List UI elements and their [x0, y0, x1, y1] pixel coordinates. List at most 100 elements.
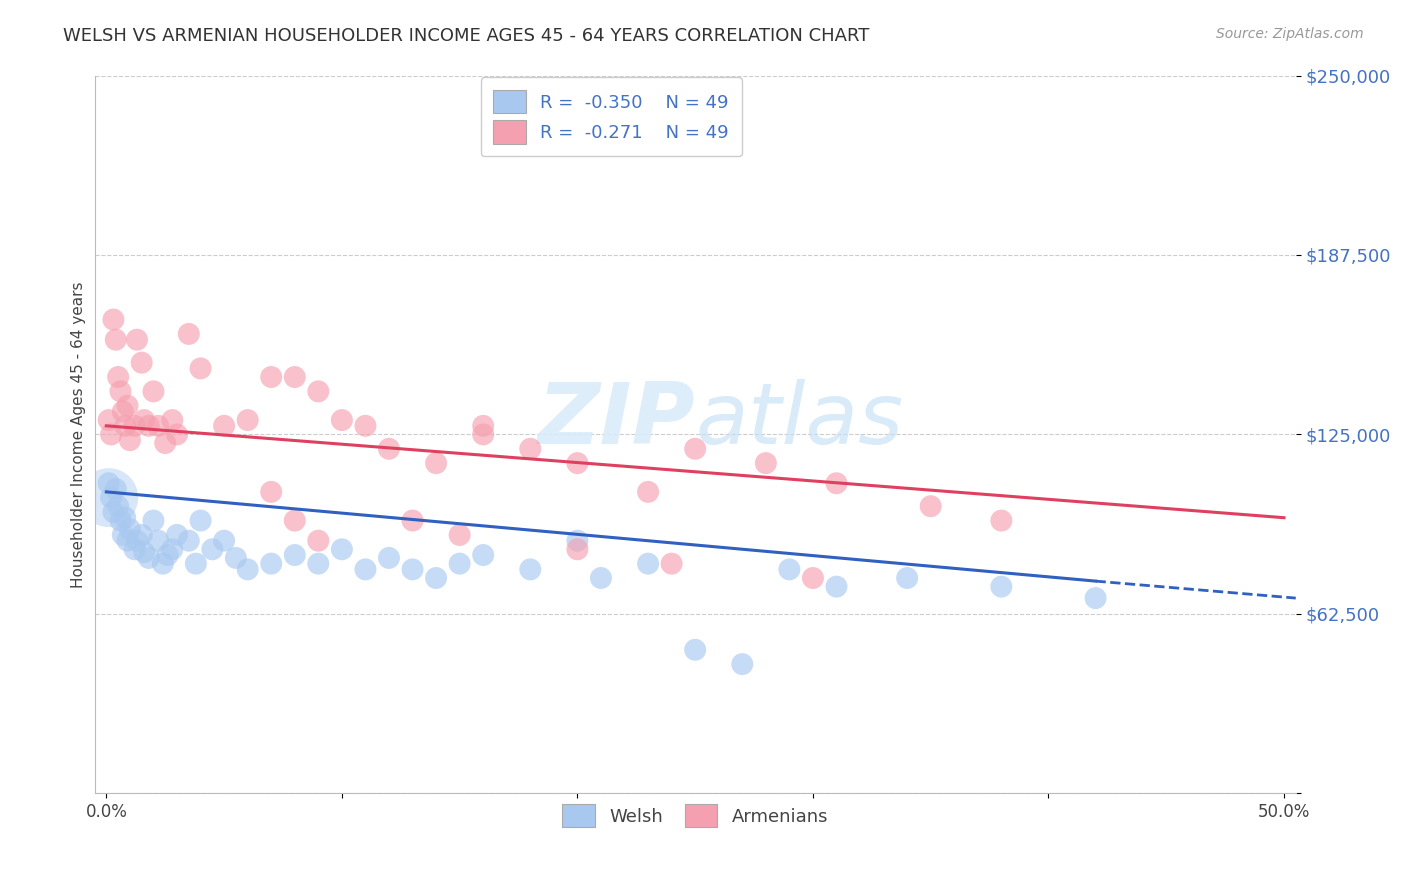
- Point: [661, 557, 683, 571]
- Point: [990, 514, 1012, 528]
- Point: [307, 384, 329, 399]
- Point: [990, 580, 1012, 594]
- Y-axis label: Householder Income Ages 45 - 64 years: Householder Income Ages 45 - 64 years: [72, 281, 86, 588]
- Point: [378, 550, 401, 565]
- Point: [425, 571, 447, 585]
- Point: [162, 542, 184, 557]
- Point: [378, 442, 401, 456]
- Point: [103, 505, 125, 519]
- Point: [190, 361, 212, 376]
- Point: [449, 557, 471, 571]
- Point: [683, 442, 706, 456]
- Point: [236, 562, 259, 576]
- Point: [107, 500, 129, 514]
- Point: [519, 442, 541, 456]
- Point: [166, 528, 188, 542]
- Point: [97, 476, 120, 491]
- Point: [177, 533, 200, 548]
- Point: [155, 436, 177, 450]
- Point: [124, 418, 146, 433]
- Point: [152, 557, 174, 571]
- Point: [131, 528, 153, 542]
- Point: [131, 356, 153, 370]
- Point: [162, 413, 184, 427]
- Point: [284, 548, 307, 562]
- Point: [920, 500, 942, 514]
- Point: [110, 514, 132, 528]
- Point: [825, 476, 848, 491]
- Point: [307, 533, 329, 548]
- Point: [107, 370, 129, 384]
- Point: [401, 562, 423, 576]
- Point: [637, 484, 659, 499]
- Point: [97, 413, 120, 427]
- Point: [100, 491, 122, 505]
- Point: [114, 418, 136, 433]
- Point: [142, 384, 165, 399]
- Point: [354, 562, 377, 576]
- Point: [111, 404, 134, 418]
- Point: [449, 528, 471, 542]
- Point: [212, 418, 235, 433]
- Point: [138, 418, 160, 433]
- Text: atlas: atlas: [695, 378, 903, 461]
- Point: [567, 456, 589, 470]
- Point: [138, 550, 160, 565]
- Point: [778, 562, 800, 576]
- Point: [146, 533, 169, 548]
- Point: [201, 542, 224, 557]
- Point: [132, 545, 155, 559]
- Point: [156, 548, 179, 562]
- Point: [260, 484, 283, 499]
- Point: [354, 418, 377, 433]
- Point: [307, 557, 329, 571]
- Point: [425, 456, 447, 470]
- Point: [472, 548, 495, 562]
- Point: [1084, 591, 1107, 606]
- Point: [125, 333, 148, 347]
- Point: [103, 312, 125, 326]
- Point: [637, 557, 659, 571]
- Point: [519, 562, 541, 576]
- Legend: Welsh, Armenians: Welsh, Armenians: [555, 797, 835, 835]
- Point: [124, 542, 146, 557]
- Point: [731, 657, 754, 672]
- Point: [125, 533, 148, 548]
- Point: [118, 522, 141, 536]
- Point: [567, 542, 589, 557]
- Point: [896, 571, 918, 585]
- Point: [801, 571, 824, 585]
- Point: [472, 418, 495, 433]
- Text: Source: ZipAtlas.com: Source: ZipAtlas.com: [1216, 27, 1364, 41]
- Point: [110, 384, 132, 399]
- Point: [97, 491, 120, 505]
- Point: [401, 514, 423, 528]
- Point: [132, 413, 155, 427]
- Point: [142, 514, 165, 528]
- Text: ZIP: ZIP: [537, 378, 695, 461]
- Point: [589, 571, 612, 585]
- Point: [755, 456, 778, 470]
- Point: [225, 550, 247, 565]
- Point: [190, 514, 212, 528]
- Point: [146, 418, 169, 433]
- Point: [184, 557, 207, 571]
- Point: [330, 542, 353, 557]
- Point: [111, 528, 134, 542]
- Point: [284, 370, 307, 384]
- Point: [117, 533, 139, 548]
- Point: [104, 333, 127, 347]
- Point: [284, 514, 307, 528]
- Text: WELSH VS ARMENIAN HOUSEHOLDER INCOME AGES 45 - 64 YEARS CORRELATION CHART: WELSH VS ARMENIAN HOUSEHOLDER INCOME AGE…: [63, 27, 870, 45]
- Point: [212, 533, 235, 548]
- Point: [104, 482, 127, 496]
- Point: [236, 413, 259, 427]
- Point: [177, 326, 200, 341]
- Point: [472, 427, 495, 442]
- Point: [117, 399, 139, 413]
- Point: [825, 580, 848, 594]
- Point: [166, 427, 188, 442]
- Point: [260, 557, 283, 571]
- Point: [114, 510, 136, 524]
- Point: [260, 370, 283, 384]
